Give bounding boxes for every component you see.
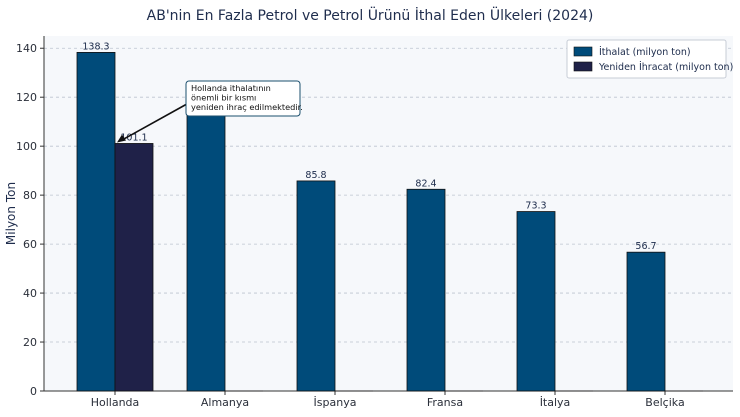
annotation-arrow bbox=[122, 103, 187, 141]
y-tick-label: 20 bbox=[23, 336, 37, 349]
legend-label: Yeniden İhracat (milyon ton) bbox=[598, 62, 733, 73]
y-tick-label: 80 bbox=[23, 189, 37, 202]
y-tick-label: 140 bbox=[16, 42, 37, 55]
legend-swatch bbox=[573, 46, 593, 57]
x-tick-label: Almanya bbox=[201, 396, 249, 409]
bar-import bbox=[296, 180, 336, 392]
bar-import bbox=[76, 52, 116, 392]
x-tick-label: İtalya bbox=[540, 396, 571, 409]
annotation-text: Hollanda ithalatının bbox=[191, 83, 271, 93]
data-label: 73.3 bbox=[525, 201, 546, 212]
data-label: 101.1 bbox=[120, 132, 147, 143]
legend-box bbox=[566, 39, 727, 79]
data-label: 56.7 bbox=[635, 241, 656, 252]
y-tick-label: 40 bbox=[23, 287, 37, 300]
legend-label: İthalat (milyon ton) bbox=[599, 47, 691, 58]
x-tick-label: İspanya bbox=[314, 396, 357, 409]
y-tick-label: 0 bbox=[30, 385, 37, 398]
annotation-text: yeniden ihraç edilmektedir. bbox=[191, 102, 303, 112]
legend-swatch bbox=[573, 61, 593, 72]
annotation-text: önemli bir kısmı bbox=[191, 93, 256, 103]
bar-import bbox=[516, 211, 556, 392]
x-tick-label: Fransa bbox=[427, 396, 463, 409]
chart-title: AB'nin En Fazla Petrol ve Petrol Ürünü İ… bbox=[146, 8, 594, 24]
x-tick-label: Hollanda bbox=[91, 396, 140, 409]
x-tick-label: Belçika bbox=[645, 396, 684, 409]
bar-import bbox=[406, 188, 446, 392]
bar-reexport bbox=[114, 143, 154, 392]
y-tick-label: 100 bbox=[16, 140, 37, 153]
data-label: 82.4 bbox=[415, 178, 436, 189]
data-label: 138.3 bbox=[82, 41, 109, 52]
y-tick-label: 60 bbox=[23, 238, 37, 251]
bar-import bbox=[626, 251, 666, 392]
y-tick-label: 120 bbox=[16, 91, 37, 104]
bar-import bbox=[186, 96, 226, 392]
annotation-box bbox=[185, 80, 301, 117]
data-label: 85.8 bbox=[305, 170, 326, 181]
y-axis-label: Milyon Ton bbox=[4, 182, 18, 245]
annotation-arrowhead bbox=[117, 134, 126, 143]
plot-area bbox=[44, 36, 733, 391]
